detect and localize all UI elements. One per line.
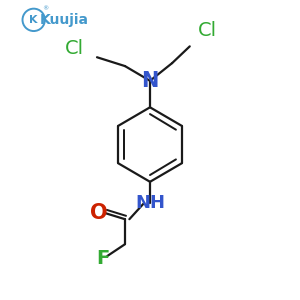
Text: K: K xyxy=(29,15,38,25)
Text: Cl: Cl xyxy=(65,39,85,58)
Text: Cl: Cl xyxy=(198,21,217,40)
Text: N: N xyxy=(141,71,159,91)
Text: NH: NH xyxy=(135,194,165,212)
Text: Kuujia: Kuujia xyxy=(40,13,89,27)
Text: O: O xyxy=(90,203,107,223)
Text: ®: ® xyxy=(42,7,49,12)
Text: F: F xyxy=(96,249,110,268)
